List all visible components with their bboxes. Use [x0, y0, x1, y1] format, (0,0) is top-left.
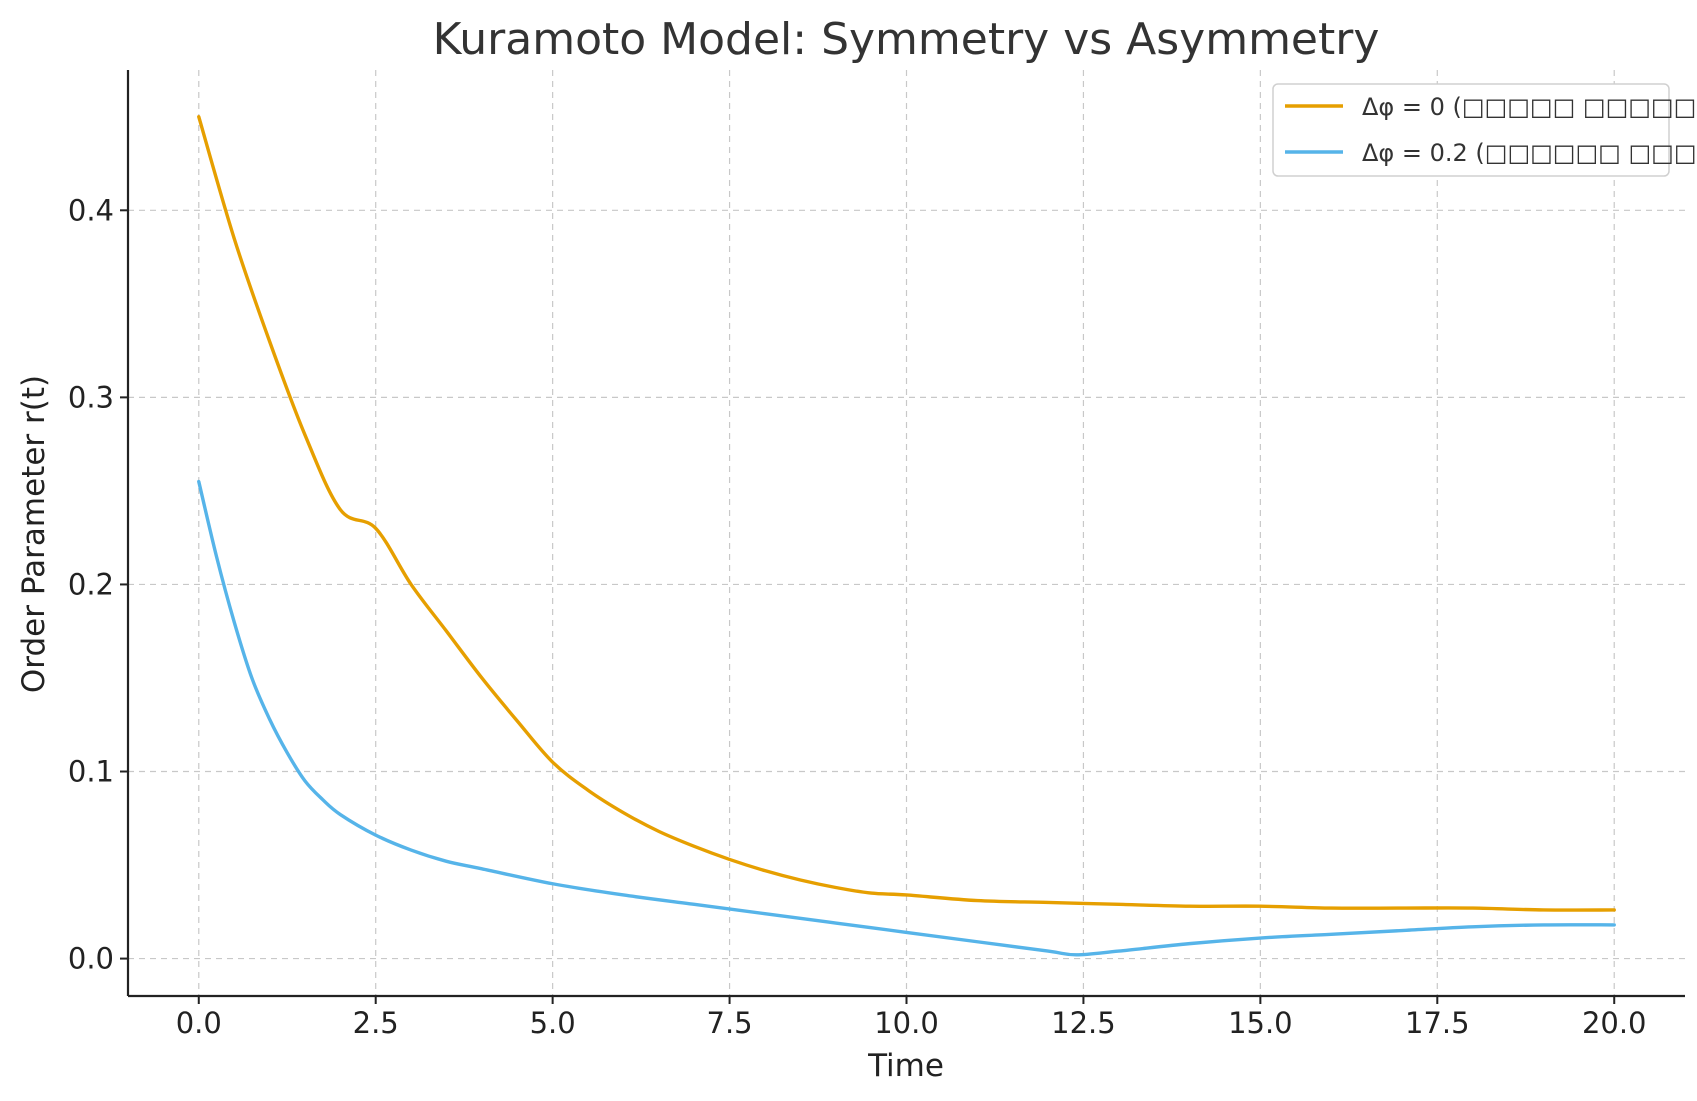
- series-line-1: [197, 115, 1616, 912]
- grid-lines: [128, 70, 1685, 996]
- x-tick-label: 10.0: [874, 1006, 939, 1040]
- x-tick-label: 5.0: [530, 1006, 576, 1040]
- y-axis-label: Order Parameter r(t): [16, 375, 52, 693]
- y-tick-label: 0.2: [68, 567, 114, 601]
- x-axis-label: Time: [867, 1048, 944, 1084]
- x-tick-label: 0.0: [176, 1006, 222, 1040]
- x-tick-label: 17.5: [1405, 1006, 1470, 1040]
- x-tick-label: 20.0: [1582, 1006, 1647, 1040]
- y-tick-label: 0.3: [68, 380, 114, 414]
- x-tick-label: 12.5: [1051, 1006, 1116, 1040]
- x-tick-label: 7.5: [707, 1006, 753, 1040]
- legend-label-2: Δφ = 0.2 (□□□□□□ □□□□): [1362, 139, 1697, 167]
- x-ticks: 0.0 2.5 5.0 7.5 10.0 12.5 15.0 17.5 20.0: [176, 996, 1647, 1040]
- y-ticks: 0.0 0.1 0.2 0.3 0.4: [68, 193, 128, 976]
- y-tick-label: 0.0: [68, 942, 114, 976]
- legend: Δφ = 0 (□□□□□ □□□□□) Δφ = 0.2 (□□□□□□ □□□…: [1272, 83, 1697, 177]
- y-tick-label: 0.1: [68, 755, 114, 789]
- plot-series: [197, 115, 1616, 957]
- legend-label-1: Δφ = 0 (□□□□□ □□□□□): [1362, 93, 1697, 121]
- chart-title: Kuramoto Model: Symmetry vs Asymmetry: [433, 14, 1380, 65]
- y-tick-label: 0.4: [68, 193, 114, 227]
- x-tick-label: 15.0: [1228, 1006, 1293, 1040]
- x-tick-label: 2.5: [353, 1006, 399, 1040]
- legend-box: [1272, 83, 1670, 177]
- series-line-2: [197, 479, 1616, 957]
